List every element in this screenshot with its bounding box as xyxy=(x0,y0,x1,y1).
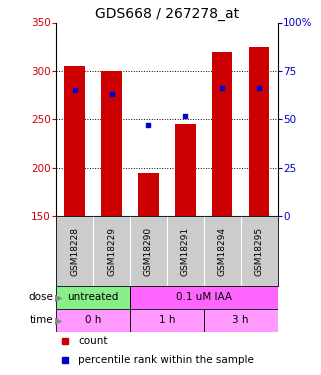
Bar xyxy=(204,309,278,332)
Text: GSM18229: GSM18229 xyxy=(107,226,116,276)
Text: GSM18294: GSM18294 xyxy=(218,226,227,276)
Title: GDS668 / 267278_at: GDS668 / 267278_at xyxy=(95,8,239,21)
Text: ▶: ▶ xyxy=(55,315,62,326)
Bar xyxy=(65,66,85,216)
Bar xyxy=(130,309,204,332)
Text: GSM18228: GSM18228 xyxy=(70,226,79,276)
Bar xyxy=(101,71,122,216)
Bar xyxy=(249,47,269,216)
Text: dose: dose xyxy=(28,292,53,302)
Text: 0 h: 0 h xyxy=(85,315,101,326)
Bar xyxy=(175,124,195,216)
Bar xyxy=(130,286,278,309)
Bar xyxy=(56,309,130,332)
Text: GSM18291: GSM18291 xyxy=(181,226,190,276)
Text: ▶: ▶ xyxy=(55,292,62,302)
Text: untreated: untreated xyxy=(67,292,119,302)
Text: count: count xyxy=(78,336,108,345)
Bar xyxy=(212,52,232,216)
Bar xyxy=(56,286,130,309)
Text: GSM18290: GSM18290 xyxy=(144,226,153,276)
Text: percentile rank within the sample: percentile rank within the sample xyxy=(78,355,254,365)
Text: 3 h: 3 h xyxy=(232,315,249,326)
Text: 1 h: 1 h xyxy=(159,315,175,326)
Text: time: time xyxy=(29,315,53,326)
Text: 0.1 uM IAA: 0.1 uM IAA xyxy=(176,292,232,302)
Bar xyxy=(138,172,159,216)
Text: GSM18295: GSM18295 xyxy=(255,226,264,276)
